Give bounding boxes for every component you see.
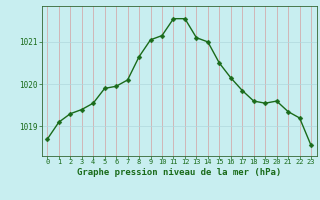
X-axis label: Graphe pression niveau de la mer (hPa): Graphe pression niveau de la mer (hPa) xyxy=(77,168,281,177)
